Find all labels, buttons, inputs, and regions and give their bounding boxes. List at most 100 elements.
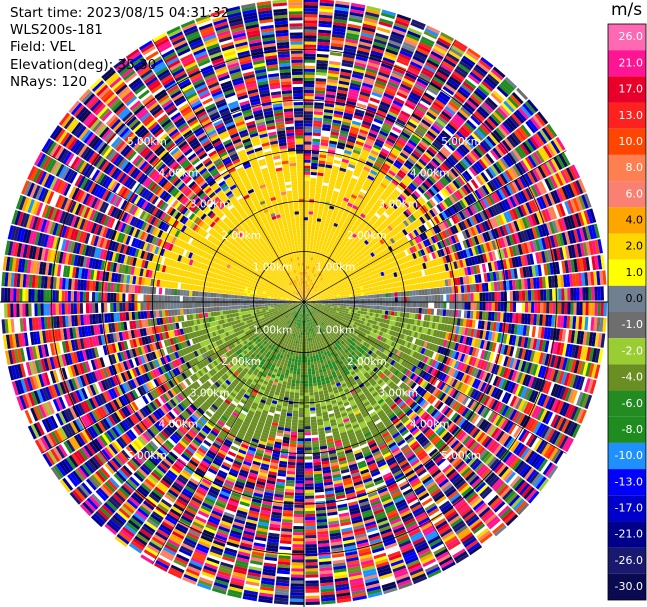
velocity-gate (378, 103, 390, 111)
velocity-gate (404, 36, 419, 44)
velocity-gate (343, 115, 353, 121)
velocity-gate (308, 217, 313, 221)
velocity-gate (470, 179, 479, 189)
velocity-gate (304, 71, 315, 76)
velocity-gate (524, 173, 533, 186)
velocity-gate (424, 308, 429, 315)
velocity-gate (421, 214, 429, 223)
velocity-gate (353, 146, 362, 152)
velocity-gate (409, 154, 418, 163)
velocity-gate (482, 101, 494, 113)
velocity-gate (328, 234, 334, 239)
velocity-gate (450, 118, 462, 128)
velocity-gate (304, 198, 309, 203)
velocity-gate (422, 94, 434, 104)
velocity-gate (567, 288, 571, 301)
velocity-gate (369, 291, 374, 295)
velocity-gate (309, 266, 312, 270)
velocity-gate (304, 56, 316, 60)
velocity-gate (323, 112, 333, 117)
velocity-gate (304, 289, 306, 293)
velocity-gate (425, 221, 433, 229)
velocity-gate (337, 195, 344, 200)
velocity-gate (448, 170, 457, 180)
velocity-gate (317, 32, 331, 37)
velocity-gate (430, 288, 435, 295)
velocity-gate (409, 182, 417, 191)
velocity-gate (453, 202, 461, 212)
velocity-gate (397, 296, 401, 302)
velocity-gate (348, 291, 352, 295)
velocity-gate (306, 244, 310, 248)
velocity-gate (456, 201, 464, 211)
velocity-gate (352, 275, 357, 280)
velocity-gate (304, 2, 319, 6)
velocity-gate (475, 160, 485, 172)
velocity-gate (457, 162, 466, 172)
velocity-gate (379, 302, 383, 306)
velocity-gate (358, 41, 372, 48)
velocity-gate (427, 229, 434, 237)
velocity-gate (376, 26, 391, 34)
velocity-gate (305, 277, 307, 281)
velocity-gate (434, 98, 446, 108)
velocity-gate (447, 50, 462, 60)
velocity-gate (330, 285, 334, 289)
velocity-gate (305, 265, 308, 269)
velocity-gate (339, 305, 344, 308)
velocity-gate (411, 245, 418, 253)
velocity-gate (388, 231, 395, 238)
velocity-gate (396, 118, 407, 126)
velocity-gate (340, 127, 350, 133)
velocity-gate (407, 96, 419, 105)
velocity-gate (318, 246, 322, 251)
velocity-gate (485, 153, 495, 164)
velocity-gate (355, 182, 363, 189)
velocity-gate (321, 282, 325, 286)
velocity-gate (487, 166, 497, 178)
velocity-gate (329, 140, 338, 145)
velocity-gate (487, 73, 500, 85)
velocity-gate (310, 238, 314, 243)
velocity-gate (333, 305, 338, 308)
velocity-gate (439, 178, 448, 187)
velocity-gate (312, 283, 315, 287)
velocity-gate (339, 167, 347, 173)
velocity-gate (350, 194, 358, 200)
velocity-gate (336, 227, 341, 232)
velocity-gate (409, 91, 422, 100)
velocity-gate (500, 291, 504, 301)
velocity-gate (316, 278, 319, 282)
velocity-gate (467, 97, 480, 108)
velocity-gate (328, 277, 333, 281)
velocity-gate (426, 25, 441, 35)
velocity-gate (458, 211, 466, 221)
velocity-gate (340, 263, 345, 268)
velocity-gate (319, 11, 333, 16)
velocity-gate (321, 275, 325, 279)
velocity-gate (318, 20, 332, 25)
velocity-gate (371, 239, 377, 245)
velocity-gate (309, 244, 313, 249)
velocity-gate (424, 230, 431, 239)
velocity-gate (504, 76, 518, 89)
velocity-gate (470, 115, 481, 126)
velocity-gate (517, 145, 527, 158)
velocity-gate (395, 225, 402, 233)
velocity-gate (377, 133, 388, 140)
velocity-gate (314, 284, 318, 288)
velocity-gate (446, 196, 454, 206)
velocity-gate (400, 167, 409, 175)
velocity-gate (355, 236, 361, 241)
velocity-gate (477, 126, 488, 137)
velocity-gate (432, 171, 441, 180)
velocity-gate (357, 307, 362, 311)
velocity-gate (317, 293, 321, 296)
velocity-gate (410, 231, 417, 238)
velocity-gate (311, 289, 314, 293)
velocity-gate (348, 263, 353, 268)
velocity-gate (373, 298, 377, 302)
velocity-gate (367, 189, 375, 195)
velocity-gate (419, 206, 427, 215)
velocity-gate (385, 302, 389, 306)
